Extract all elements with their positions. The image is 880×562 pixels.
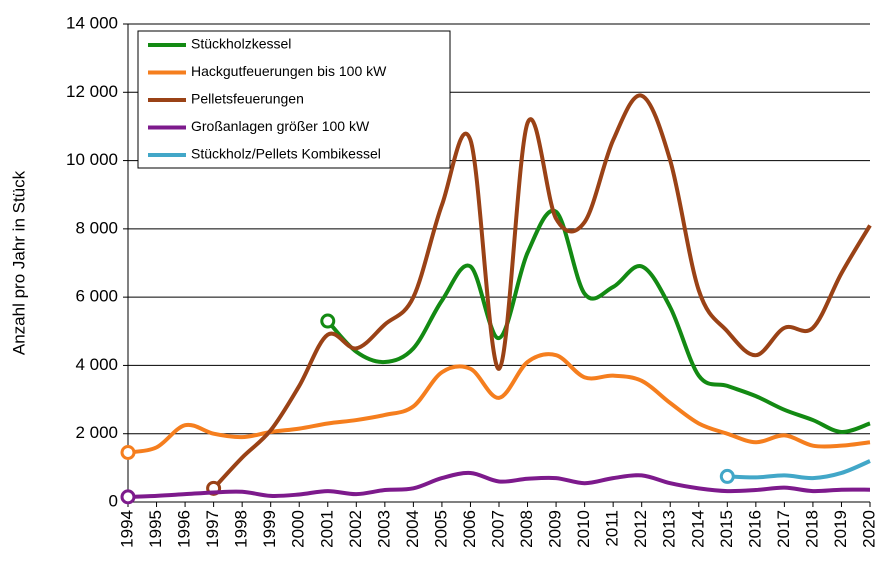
legend-box [137, 30, 451, 169]
x-tick-label: 2016 [745, 510, 764, 548]
x-tick-label: 2007 [488, 510, 507, 548]
x-tick-label: 2004 [403, 510, 422, 548]
x-tick-label: 2009 [546, 510, 565, 548]
series-line [127, 470, 871, 499]
x-tick-label: 1997 [203, 510, 222, 548]
x-tick-label: 2001 [317, 510, 336, 548]
x-tick-label: 2008 [517, 510, 536, 548]
x-tick-label: 2000 [289, 510, 308, 548]
x-tick-label: 2003 [374, 510, 393, 548]
y-tick-label: 0 [109, 491, 118, 510]
x-tick-label: 2013 [660, 510, 679, 548]
series-line [127, 352, 871, 455]
x-tick-label: 1995 [146, 510, 165, 548]
y-tick-label: 8 000 [75, 218, 118, 237]
x-tick-label: 2005 [431, 510, 450, 548]
x-tick-label: 2002 [346, 510, 365, 548]
x-tick-label: 2006 [460, 510, 479, 548]
x-tick-label: 1998 [232, 510, 251, 548]
y-axis-label: Anzahl pro Jahr in Stück [9, 170, 28, 355]
y-tick-label: 10 000 [66, 150, 118, 169]
x-tick-label: 1999 [260, 510, 279, 548]
x-tick-label: 2011 [603, 510, 622, 547]
legend-label: Pelletsfeuerungen [191, 91, 304, 107]
series-line [212, 93, 872, 490]
start-marker [719, 468, 735, 484]
x-tick-label: 2018 [802, 510, 821, 548]
x-tick-label: 2012 [631, 510, 650, 548]
series-line [727, 459, 871, 481]
x-tick-label: 2014 [688, 510, 707, 548]
x-tick-label: 2015 [717, 510, 736, 548]
y-tick-label: 14 000 [66, 13, 118, 32]
legend: Stückholzkessel Hackgutfeuerungen bis 100… [137, 30, 451, 169]
start-marker [320, 313, 336, 329]
series-line [326, 208, 871, 435]
x-tick-label: 2019 [831, 510, 850, 548]
y-tick-label: 6 000 [75, 287, 118, 306]
legend-label: Stückholzkessel [191, 36, 291, 52]
legend-label: Stückholz/Pellets Kombikessel [191, 146, 381, 162]
x-tick-label: 1994 [117, 510, 136, 548]
y-tick-label: 2 000 [75, 423, 118, 442]
legend-label: Hackgutfeuerungen bis 100 kW [191, 63, 387, 79]
start-marker [120, 444, 136, 460]
start-marker [120, 489, 136, 505]
y-tick-label: 12 000 [66, 82, 118, 101]
x-tick-label: 2017 [774, 510, 793, 548]
x-tick-label: 1996 [175, 510, 194, 548]
legend-label: Großanlagen größer 100 kW [191, 118, 370, 134]
x-tick-label: 2010 [574, 510, 593, 548]
y-tick-label: 4 000 [75, 355, 118, 374]
x-tick-label: 2020 [859, 510, 878, 548]
